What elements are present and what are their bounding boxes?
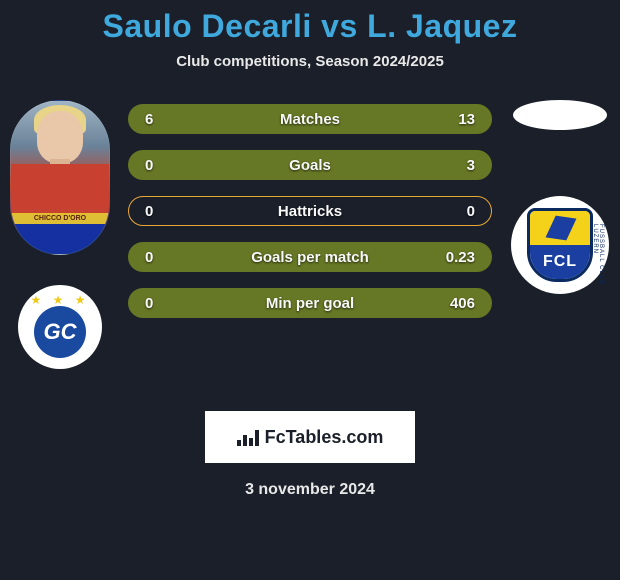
right-column: FCL FUSSBALL CLUB LUZERN bbox=[510, 100, 610, 294]
club2-shield-top bbox=[530, 211, 590, 245]
stat-right-value: 0.23 bbox=[446, 249, 475, 266]
stat-left-value: 0 bbox=[145, 157, 153, 174]
player1-jersey: CHICCO D'ORO bbox=[11, 164, 109, 254]
club1-logo: ★ ★ ★ GC bbox=[18, 285, 102, 369]
club2-ring-text: FUSSBALL CLUB LUZERN bbox=[592, 224, 604, 294]
stat-label: Min per goal bbox=[129, 295, 491, 312]
stat-label: Goals per match bbox=[129, 249, 491, 266]
stat-label: Matches bbox=[129, 111, 491, 128]
stat-bar: 0Min per goal406 bbox=[128, 288, 492, 318]
page-title: Saulo Decarli vs L. Jaquez bbox=[0, 8, 620, 45]
stat-left-value: 0 bbox=[145, 203, 153, 220]
footer-date: 3 november 2024 bbox=[0, 481, 620, 499]
player1-sponsor: CHICCO D'ORO bbox=[11, 213, 109, 224]
stat-left-value: 0 bbox=[145, 249, 153, 266]
left-column: CHICCO D'ORO ★ ★ ★ GC bbox=[10, 100, 110, 369]
player1-photo: CHICCO D'ORO bbox=[10, 100, 110, 255]
stat-bar: 6Matches13 bbox=[128, 104, 492, 134]
club2-logo: FCL FUSSBALL CLUB LUZERN bbox=[511, 196, 609, 294]
club1-monogram: GC bbox=[34, 306, 86, 358]
club2-shield-icon: FCL bbox=[527, 208, 593, 282]
club2-monogram: FCL bbox=[530, 245, 590, 279]
player2-photo-placeholder bbox=[513, 100, 607, 130]
stat-right-value: 13 bbox=[458, 111, 475, 128]
stat-left-value: 6 bbox=[145, 111, 153, 128]
stats-column: 6Matches130Goals30Hattricks00Goals per m… bbox=[128, 100, 492, 318]
stat-label: Goals bbox=[129, 157, 491, 174]
stat-bar: 0Goals per match0.23 bbox=[128, 242, 492, 272]
club1-stars-icon: ★ ★ ★ bbox=[18, 293, 102, 307]
stat-right-value: 406 bbox=[450, 295, 475, 312]
stat-left-value: 0 bbox=[145, 295, 153, 312]
chart-icon bbox=[237, 428, 259, 446]
infographic-container: Saulo Decarli vs L. Jaquez Club competit… bbox=[0, 0, 620, 499]
stat-bar: 0Hattricks0 bbox=[128, 196, 492, 226]
footer-brand-logo: FcTables.com bbox=[205, 411, 415, 463]
stat-right-value: 3 bbox=[467, 157, 475, 174]
page-subtitle: Club competitions, Season 2024/2025 bbox=[0, 53, 620, 70]
footer-brand-text: FcTables.com bbox=[265, 427, 384, 448]
player1-head bbox=[37, 111, 83, 163]
content-row: CHICCO D'ORO ★ ★ ★ GC 6Matches130Goals30… bbox=[0, 100, 620, 369]
stat-bar: 0Goals3 bbox=[128, 150, 492, 180]
stat-right-value: 0 bbox=[467, 203, 475, 220]
stat-label: Hattricks bbox=[129, 203, 491, 220]
